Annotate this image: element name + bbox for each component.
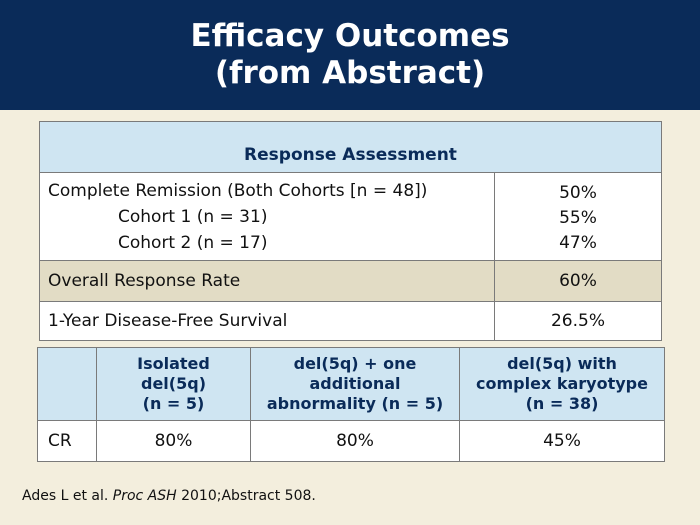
response-assessment-table: Response Assessment Complete Remission (… <box>39 121 662 341</box>
karyotype-corner-cell <box>37 347 97 421</box>
cohort1-label: Cohort 1 (n = 31) <box>118 207 268 227</box>
title-banner: Efficacy Outcomes (from Abstract) <box>0 0 700 110</box>
cr-complex-value: 45% <box>459 420 665 462</box>
cr-isolated-value: 80% <box>96 420 251 462</box>
cohort2-value: 47% <box>559 233 597 253</box>
citation: Ades L et al. Proc ASH 2010;Abstract 508… <box>22 488 316 504</box>
response-assessment-heading: Response Assessment <box>244 145 457 165</box>
dfs-row: 1-Year Disease-Free Survival 26.5% <box>39 301 662 341</box>
complete-remission-labels: Complete Remission (Both Cohorts [n = 48… <box>39 172 495 261</box>
cohort2-label: Cohort 2 (n = 17) <box>118 233 268 253</box>
header-isolated-del5q: Isolated del(5q) (n = 5) <box>96 347 251 421</box>
dfs-label: 1-Year Disease-Free Survival <box>39 301 495 341</box>
overall-response-row: Overall Response Rate 60% <box>39 260 662 302</box>
cr-row-label: CR <box>37 420 97 462</box>
complete-remission-value: 50% <box>559 183 597 203</box>
citation-journal: Proc ASH <box>112 488 177 504</box>
header-isolated-line1: Isolated <box>137 354 210 373</box>
header-one-abn-line3: abnormality (n = 5) <box>266 394 444 413</box>
header-del5q-complex: del(5q) with complex karyotype (n = 38) <box>459 347 665 421</box>
response-assessment-header: Response Assessment <box>39 121 662 173</box>
complete-remission-values: 50% 55% 47% <box>494 172 662 261</box>
header-del5q-one-abnormality: del(5q) + one additional abnormality (n … <box>250 347 460 421</box>
dfs-value: 26.5% <box>494 301 662 341</box>
page-title-line1: Efficacy Outcomes <box>190 18 510 54</box>
header-one-abn-line1: del(5q) + one <box>293 354 417 373</box>
overall-response-value: 60% <box>494 260 662 302</box>
header-complex-line1: del(5q) with <box>507 354 617 373</box>
citation-rest: 2010;Abstract 508. <box>176 488 316 504</box>
header-complex-line3: (n = 38) <box>525 394 599 413</box>
cohort1-value: 55% <box>559 208 597 228</box>
cr-one-abnormality-value: 80% <box>250 420 460 462</box>
cr-row: CR 80% 80% 45% <box>37 420 665 462</box>
header-isolated-line3: (n = 5) <box>142 394 205 413</box>
header-complex-line2: complex karyotype <box>476 374 648 393</box>
complete-remission-row: Complete Remission (Both Cohorts [n = 48… <box>39 172 662 261</box>
karyotype-header-row: Isolated del(5q) (n = 5) del(5q) + one a… <box>37 347 665 421</box>
citation-authors: Ades L et al. <box>22 488 113 504</box>
overall-response-label: Overall Response Rate <box>39 260 495 302</box>
complete-remission-label: Complete Remission (Both Cohorts [n = 48… <box>48 181 428 201</box>
karyotype-table: Isolated del(5q) (n = 5) del(5q) + one a… <box>37 347 665 462</box>
header-one-abn-line2: additional <box>309 374 401 393</box>
header-isolated-line2: del(5q) <box>141 374 206 393</box>
page-title-line2: (from Abstract) <box>214 55 486 91</box>
